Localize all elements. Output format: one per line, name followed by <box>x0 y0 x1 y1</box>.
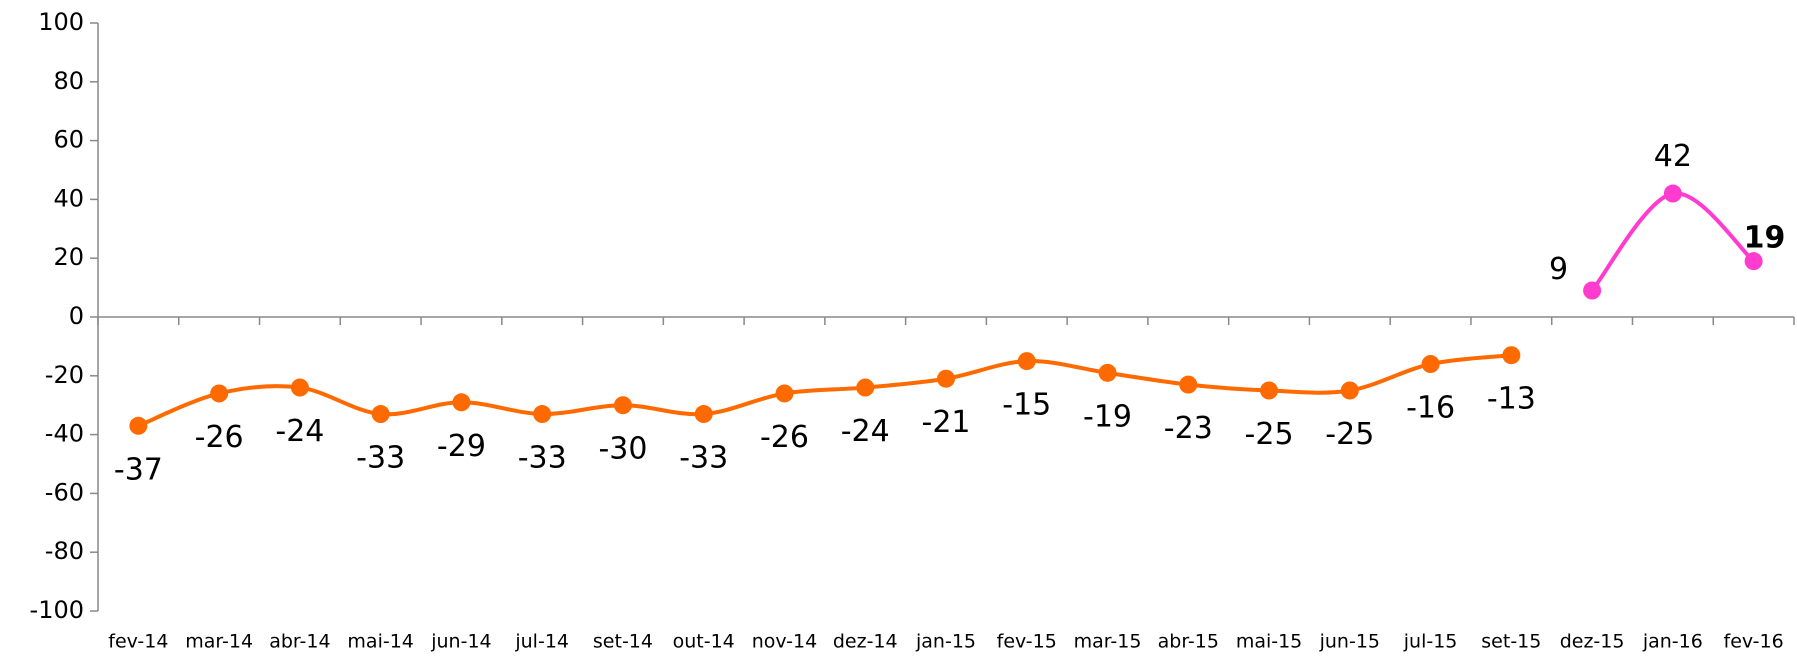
data-label: -25 <box>1325 417 1374 452</box>
data-point <box>210 384 229 403</box>
data-label: 19 <box>1744 221 1786 256</box>
y-tick-label: 0 <box>69 302 84 330</box>
y-tick-label: 80 <box>53 67 84 95</box>
data-point <box>1663 184 1682 203</box>
data-point <box>1098 363 1117 382</box>
x-tick-label: out-14 <box>673 631 735 653</box>
data-point <box>1421 355 1440 374</box>
y-tick-label: -40 <box>45 420 84 448</box>
x-tick-label: fev-16 <box>1724 631 1784 653</box>
data-label: -30 <box>598 432 647 467</box>
x-tick-label: fev-15 <box>997 631 1057 653</box>
data-point <box>775 384 794 403</box>
y-tick-label: -80 <box>45 537 84 565</box>
x-tick-label: set-15 <box>1481 631 1541 653</box>
data-point <box>1744 252 1763 271</box>
data-label: -24 <box>841 414 890 449</box>
data-label: -25 <box>1245 417 1294 452</box>
y-tick-label: 20 <box>53 243 84 271</box>
data-point <box>129 416 148 435</box>
data-label: -33 <box>518 441 567 476</box>
data-label: -16 <box>1406 391 1455 426</box>
x-tick-label: abr-14 <box>269 631 330 653</box>
data-label: 42 <box>1654 139 1692 174</box>
data-label: -13 <box>1487 382 1536 417</box>
data-point <box>1502 346 1521 365</box>
data-point <box>613 396 632 415</box>
data-point <box>1260 381 1279 400</box>
data-label: -21 <box>922 405 971 440</box>
data-label: -19 <box>1083 399 1132 434</box>
data-point <box>371 405 390 424</box>
data-point <box>937 369 955 388</box>
data-point <box>694 405 713 424</box>
data-label: -29 <box>437 429 486 464</box>
data-point <box>856 378 875 397</box>
x-tick-label: jun-15 <box>1319 631 1380 653</box>
x-tick-label: mar-15 <box>1074 631 1142 653</box>
x-tick-label: jan-15 <box>915 631 976 653</box>
data-label: 9 <box>1549 252 1568 287</box>
x-tick-label: abr-15 <box>1158 631 1219 653</box>
data-label: -24 <box>275 414 324 449</box>
y-tick-label: -20 <box>45 361 84 389</box>
data-point <box>1340 381 1359 400</box>
data-point <box>452 393 471 412</box>
series-line <box>1590 191 1755 292</box>
x-tick-label: nov-14 <box>752 631 817 653</box>
data-point <box>533 405 552 424</box>
data-point <box>290 378 309 397</box>
y-tick-label: 100 <box>38 8 84 36</box>
data-label: -26 <box>195 420 244 455</box>
series-line <box>137 353 1512 428</box>
data-label: -26 <box>760 420 809 455</box>
y-tick-label: 60 <box>53 126 84 154</box>
data-point <box>1179 375 1198 394</box>
x-tick-label: jun-14 <box>430 631 491 653</box>
x-tick-label: jul-15 <box>1403 631 1458 653</box>
data-label: -33 <box>679 441 728 476</box>
data-point <box>1017 352 1036 371</box>
x-tick-label: fev-14 <box>108 631 168 653</box>
x-tick-label: dez-14 <box>833 631 898 653</box>
x-tick-label: dez-15 <box>1560 631 1625 653</box>
data-label: -33 <box>356 441 405 476</box>
x-tick-label: jul-14 <box>514 631 569 653</box>
x-tick-label: mar-14 <box>185 631 253 653</box>
x-tick-label: mai-15 <box>1236 631 1302 653</box>
x-tick-label: set-14 <box>593 631 653 653</box>
x-tick-label: jan-16 <box>1642 631 1703 653</box>
data-label: -37 <box>114 452 163 487</box>
data-label: -15 <box>1002 388 1051 423</box>
x-tick-label: mai-14 <box>347 631 413 653</box>
y-tick-label: 40 <box>53 184 84 212</box>
data-point <box>1583 281 1602 300</box>
y-tick-label: -100 <box>30 596 84 624</box>
data-label: -23 <box>1164 411 1213 446</box>
y-tick-label: -60 <box>45 478 84 506</box>
